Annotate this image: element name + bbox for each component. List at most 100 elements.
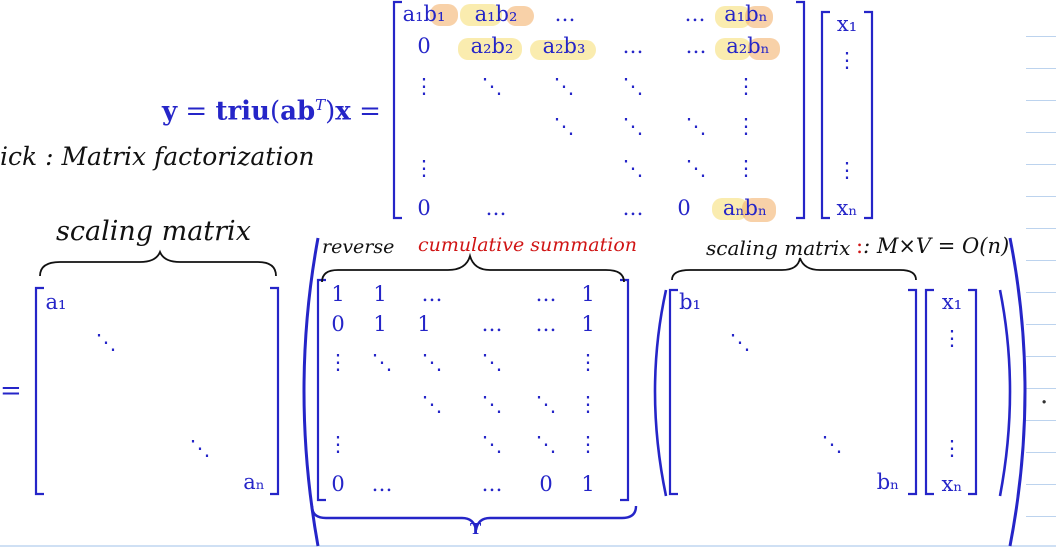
- equals-sign: =: [177, 96, 216, 127]
- vdots: ⋮: [735, 74, 757, 98]
- ruled-line: [1026, 68, 1056, 69]
- highlight-mark: [748, 38, 780, 60]
- outer-left-paren: [302, 237, 320, 547]
- matrix-entry: a₁b₁: [402, 2, 446, 26]
- inner-left-paren: [653, 289, 668, 497]
- vector-entry: ⋮: [941, 436, 963, 460]
- trailing-period: .: [1040, 380, 1049, 410]
- matrix-entry: …: [535, 312, 557, 336]
- matrix-entry: …: [554, 2, 576, 26]
- matrix-entry: 0: [331, 312, 345, 336]
- matrix-entry: 1: [417, 312, 431, 336]
- matrix-entry: 1: [373, 282, 387, 306]
- matrix-entry: a₂b₂: [470, 34, 514, 58]
- ddots: ⋱: [685, 156, 707, 180]
- vdots: ⋮: [577, 432, 599, 456]
- ruled-line: [1026, 324, 1056, 325]
- vector-entry: xₙ: [836, 196, 858, 220]
- ruled-line: [1026, 196, 1056, 197]
- vector-x: x: [335, 96, 351, 127]
- vdots: ⋮: [735, 156, 757, 180]
- trick-annotation: ick : Matrix factorization: [0, 142, 315, 171]
- page-bottom-line: [0, 545, 1056, 547]
- matrix-entry: …: [371, 472, 393, 496]
- highlight-mark: [430, 4, 458, 26]
- ruled-line: [1026, 452, 1056, 453]
- ddots: ⋱: [622, 114, 644, 138]
- vdots: ⋮: [735, 114, 757, 138]
- ddots: ⋱: [481, 74, 503, 98]
- vector-entry: x₁: [941, 290, 963, 314]
- matrix-entry: aₙbₙ: [722, 196, 768, 220]
- vdots: ⋮: [327, 350, 349, 374]
- ruled-line: [1026, 484, 1056, 485]
- second-equals-sign: =: [0, 376, 22, 406]
- vdots: ⋮: [413, 156, 435, 180]
- ddots: ⋱: [189, 436, 211, 460]
- ruled-line: [1026, 260, 1056, 261]
- ddots: ⋱: [481, 432, 503, 456]
- outer-right-paren: [1008, 237, 1027, 547]
- complexity-annotation: :: M×V = O(n): [856, 234, 1010, 258]
- matrix-entry: …: [622, 196, 644, 220]
- matrix-entry: 0: [417, 196, 431, 220]
- matrix-entry: 0: [539, 472, 553, 496]
- diag-b-right-bracket: [908, 288, 918, 496]
- ddots: ⋱: [421, 350, 443, 374]
- inner-right-paren: [998, 289, 1012, 497]
- ruled-line: [1026, 516, 1056, 517]
- matrix-entry: 1: [581, 472, 595, 496]
- diag-entry: b₁: [679, 290, 701, 314]
- vector-entry: ⋮: [941, 326, 963, 350]
- ddots: ⋱: [622, 74, 644, 98]
- ddots: ⋱: [421, 392, 443, 416]
- highlight-mark: [715, 38, 751, 60]
- t-underbrace: [310, 505, 638, 531]
- equals-sign: =: [350, 96, 381, 127]
- vector-entry: ⋮: [836, 48, 858, 72]
- highlight-mark: [712, 198, 748, 220]
- ddots: ⋱: [821, 432, 843, 456]
- ddots: ⋱: [553, 114, 575, 138]
- matrix-entry: …: [535, 282, 557, 306]
- handwritten-brace-left: [39, 249, 277, 277]
- complexity-text: : M×V = O(n): [863, 234, 1010, 258]
- vdots: ⋮: [577, 350, 599, 374]
- diag-entry: a₁: [45, 290, 67, 314]
- ruled-line: [1026, 388, 1056, 389]
- scaling-matrix-right-annotation: scaling matrix: [706, 236, 851, 260]
- matrix-entry: a₂b₃: [542, 34, 586, 58]
- cumulative-summation-annotation: cumulative summation: [418, 234, 638, 256]
- matrix-entry: 0: [417, 34, 431, 58]
- triu-operator: triu: [215, 96, 270, 127]
- ddots: ⋱: [535, 392, 557, 416]
- t-label: T: [470, 520, 482, 538]
- highlight-mark: [530, 40, 596, 60]
- top-matrix-right-bracket: [796, 0, 806, 220]
- handwritten-brace-middle: [321, 252, 625, 283]
- ruled-line: [1026, 132, 1056, 133]
- ruled-line: [1026, 164, 1056, 165]
- ddots: ⋱: [95, 330, 117, 354]
- highlight-mark: [460, 4, 502, 26]
- ruled-line: [1026, 36, 1056, 37]
- matrix-entry: 1: [581, 282, 595, 306]
- matrix-entry: a₁b₂: [474, 2, 518, 26]
- highlight-mark: [742, 198, 776, 222]
- matrix-entry: 1: [331, 282, 345, 306]
- vector-entry: xₙ: [941, 472, 963, 496]
- matrix-entry: 0: [677, 196, 691, 220]
- scaling-matrix-left-annotation: scaling matrix: [56, 216, 251, 247]
- highlight-mark: [506, 6, 534, 26]
- ddots: ⋱: [371, 350, 393, 374]
- matrix-entry: a₂bₙ: [726, 34, 770, 58]
- diag-a-right-bracket: [270, 286, 280, 496]
- matrix-entry: …: [684, 2, 706, 26]
- handwritten-brace-right: [671, 257, 917, 281]
- bottom-vector-right-bracket: [968, 288, 978, 496]
- matrix-entry: 0: [331, 472, 345, 496]
- diag-b-left-bracket: [668, 288, 678, 496]
- matrix-entry: …: [685, 34, 707, 58]
- matrix-entry: …: [622, 34, 644, 58]
